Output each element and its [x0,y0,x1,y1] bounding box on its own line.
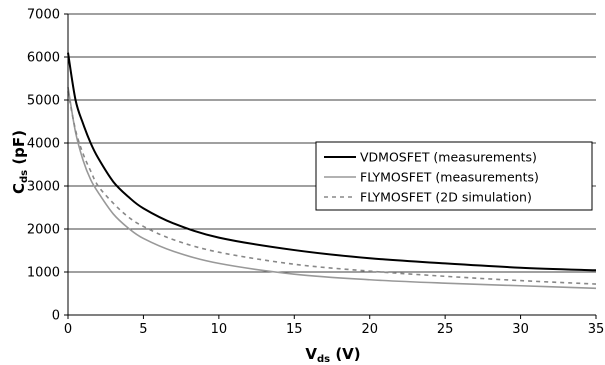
legend-label: VDMOSFET (measurements) [360,150,537,165]
y-tick-label: 7000 [27,8,60,23]
y-tick-label: 0 [52,309,60,324]
y-tick-label: 6000 [27,51,60,66]
x-tick-label: 25 [437,322,454,337]
x-tick-labels: 0 5 10 15 20 25 30 35 [64,322,604,337]
y-tick-labels: 0 1000 2000 3000 4000 5000 6000 7000 [27,8,60,324]
axes [64,13,597,319]
x-tick-label: 15 [286,322,303,337]
legend-box [315,141,593,211]
x-tick-label: 10 [211,322,228,337]
x-tick-label: 0 [64,322,72,337]
x-tick-label: 35 [588,322,605,337]
series-vdmosfet-measurements [67,52,597,272]
y-tick-label: 1000 [27,266,60,281]
legend-label: FLYMOSFET (measurements) [360,170,539,185]
y-tick-label: 4000 [27,137,60,152]
y-tick-label: 2000 [27,223,60,238]
x-tick-label: 5 [139,322,147,337]
series-flymosfet-2d-simulation [67,91,597,285]
series-flymosfet-measurements [67,86,597,290]
y-tick-label: 5000 [27,94,60,109]
legend: VDMOSFET (measurements) FLYMOSFET (measur… [315,141,593,211]
series-lines [67,52,597,290]
x-tick-label: 30 [512,322,529,337]
x-axis-title: Vds (V) [305,345,360,365]
legend-label: FLYMOSFET (2D simulation) [360,190,532,205]
x-tick-label: 20 [361,322,378,337]
y-axis-title: Cds (pF) [10,130,30,194]
y-tick-label: 3000 [27,180,60,195]
